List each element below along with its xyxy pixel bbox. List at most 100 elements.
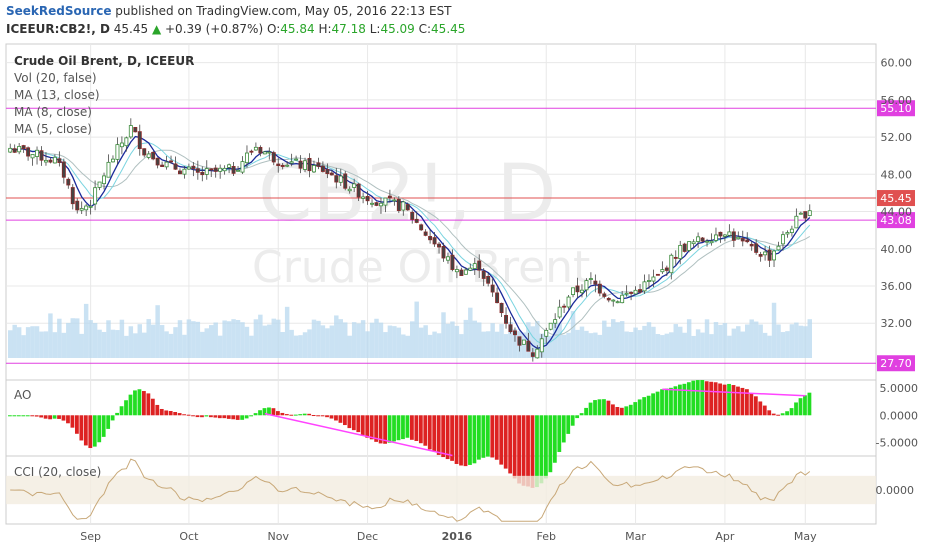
price-axis[interactable]: 60.00 56.00 52.00 48.00 44.00 40.00 36.00 32.00… <box>876 57 919 497</box>
candle-body <box>262 151 267 155</box>
ao-bar <box>436 415 441 455</box>
volume-bar <box>267 324 272 358</box>
volume-bar <box>624 331 629 358</box>
volume-bar <box>485 331 491 358</box>
ao-bar <box>584 407 588 416</box>
ao-bar <box>803 395 807 416</box>
price-level-label: 55.10 <box>880 102 912 115</box>
candle-body <box>285 164 290 167</box>
volume-bar <box>97 329 102 358</box>
candle-body <box>481 270 486 279</box>
candle-body <box>437 243 441 248</box>
ao-bar <box>280 412 285 416</box>
ao-bar <box>150 398 155 416</box>
volume-bar <box>633 327 638 358</box>
ao-bar <box>97 415 102 443</box>
candle-body <box>124 137 129 147</box>
volume-bar <box>740 331 745 358</box>
candle-body <box>477 260 482 271</box>
ao-bar <box>356 415 361 433</box>
volume-bar <box>472 320 477 358</box>
ao-bar <box>365 415 370 438</box>
candle-body <box>647 280 651 282</box>
candle-body <box>137 131 142 150</box>
volume-bar <box>454 325 460 358</box>
price-level-label: 43.08 <box>880 214 912 227</box>
volume-bar <box>204 328 209 358</box>
candle-body <box>102 175 106 185</box>
candle-body <box>664 267 669 271</box>
ao-bar <box>727 383 731 416</box>
candle-body <box>490 284 495 293</box>
candle-body <box>155 157 160 166</box>
candle-body <box>191 165 196 169</box>
ao-bar <box>302 413 307 416</box>
ao-bar <box>392 415 396 442</box>
volume-bar <box>320 325 326 358</box>
volume-bar <box>749 319 754 358</box>
time-tick-label: 2016 <box>442 530 473 543</box>
candle-body <box>405 204 410 211</box>
ao-bar <box>101 415 106 437</box>
volume-bar <box>343 322 348 358</box>
volume-bar <box>92 322 98 358</box>
ao-bar <box>713 382 718 416</box>
watermark: CB2!, D Crude Oil Brent <box>252 149 590 293</box>
ao-bar <box>700 380 705 416</box>
time-tick-label: Mar <box>625 530 646 543</box>
candle-body <box>182 168 187 175</box>
time-tick-label: Feb <box>536 530 555 543</box>
candle-body <box>432 237 437 245</box>
candle-body <box>785 232 790 235</box>
candle-body <box>316 162 321 167</box>
price-level-label: 45.45 <box>880 192 912 205</box>
volume-bar <box>325 328 330 358</box>
volume-bar <box>25 327 31 358</box>
close-label: C: <box>418 22 432 36</box>
volume-bar <box>396 327 402 358</box>
ao-bar <box>494 415 499 460</box>
candle-body <box>267 151 272 154</box>
candle-body <box>584 280 589 291</box>
ao-bar <box>561 415 566 443</box>
ao-bar <box>57 415 61 419</box>
volume-bar <box>146 319 151 358</box>
ao-bar <box>34 415 39 417</box>
time-axis[interactable]: Sep Oct Nov Dec 2016 Feb Mar Apr May <box>80 530 817 543</box>
price-change: +0.39 (+0.87%) <box>165 22 264 36</box>
candle-body <box>178 170 182 175</box>
candle-body <box>253 146 258 151</box>
volume-bar <box>713 322 719 358</box>
volume-bar <box>12 324 17 358</box>
candle-body <box>115 144 120 160</box>
ao-bar <box>414 415 419 441</box>
candle-body <box>374 202 379 206</box>
ao-bar <box>503 415 508 469</box>
author-link[interactable]: SeekRedSource <box>6 4 112 18</box>
volume-bar <box>508 322 513 358</box>
ao-bar <box>124 400 128 416</box>
volume-bar <box>450 321 455 358</box>
ao-bar <box>155 404 160 416</box>
ao-bar <box>517 415 521 484</box>
ao-bar <box>343 415 347 426</box>
volume-bar <box>481 331 486 358</box>
volume-bar <box>494 331 500 358</box>
volume-bar <box>606 326 611 358</box>
candle-body <box>678 244 683 259</box>
ao-bar <box>271 408 276 416</box>
volume-bar <box>8 330 13 358</box>
volume-bar <box>316 320 321 358</box>
candle-body <box>535 348 540 359</box>
ao-bar <box>780 413 785 416</box>
volume-bar <box>477 322 482 358</box>
candle-body <box>642 281 647 292</box>
ao-bar <box>235 415 240 420</box>
cci-tick-label: 0.0000 <box>876 484 915 497</box>
candle-body <box>294 158 299 161</box>
candle-body <box>673 256 678 259</box>
candle-body <box>356 183 361 198</box>
price-level-tag <box>877 355 915 372</box>
